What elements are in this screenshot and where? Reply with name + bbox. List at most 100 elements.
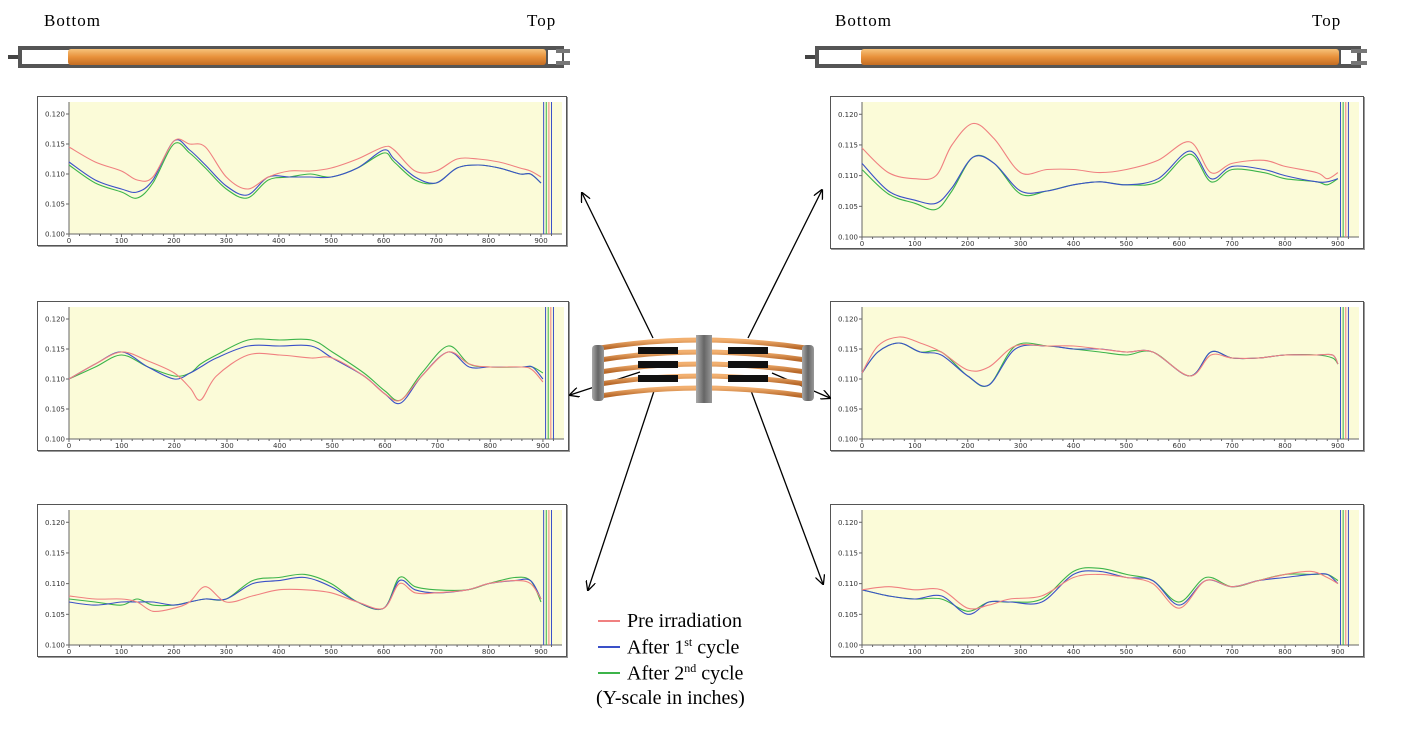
x-tick-label: 800	[484, 442, 497, 450]
y-tick-label: 0.100	[838, 436, 858, 444]
y-tick-label: 0.105	[838, 611, 858, 619]
x-tick-label: 200	[167, 237, 180, 245]
x-tick-label: 800	[1278, 442, 1291, 450]
y-tick-label: 0.115	[45, 346, 65, 354]
y-tick-label: 0.110	[45, 580, 65, 588]
x-tick-label: 500	[325, 237, 338, 245]
series-line-pre	[861, 122, 1339, 181]
x-tick-label: 800	[482, 648, 495, 656]
x-tick-label: 300	[220, 442, 233, 450]
x-tick-label: 800	[1278, 240, 1291, 248]
x-tick-label: 700	[429, 648, 442, 656]
x-tick-label: 600	[378, 442, 391, 450]
x-tick-label: 900	[1331, 240, 1344, 248]
x-tick-label: 700	[431, 442, 444, 450]
legend-swatch-cycle1	[598, 646, 620, 648]
x-tick-label: 300	[220, 648, 233, 656]
x-tick-label: 300	[1014, 442, 1027, 450]
y-tick-label: 0.120	[45, 316, 65, 324]
chart-right-bottom: 0.100 0.105 0.110 0.115 0.120 0 100 200 300 400 50…	[830, 504, 1364, 657]
legend-item-cycle1: After 1st cycle	[598, 634, 745, 660]
legend-label-cycle1: After 1st cycle	[627, 635, 740, 659]
x-tick-label: 600	[1173, 648, 1186, 656]
legend-item-cycle2: After 2nd cycle	[598, 660, 745, 686]
x-tick-label: 400	[1067, 240, 1080, 248]
x-tick-label: 500	[1120, 648, 1133, 656]
x-tick-label: 500	[325, 648, 338, 656]
series-line-pre	[68, 138, 542, 190]
x-tick-label: 500	[1120, 442, 1133, 450]
x-tick-label: 900	[534, 237, 547, 245]
y-tick-label: 0.115	[838, 346, 858, 354]
x-tick-label: 300	[1014, 648, 1027, 656]
x-tick-label: 800	[1278, 648, 1291, 656]
right-bottom-label: Bottom	[835, 11, 893, 30]
right-top-label: Top	[1312, 11, 1342, 30]
chart-left-bottom-svg: 0.100 0.105 0.110 0.115 0.120 0 100 200 300 400 50…	[45, 510, 562, 656]
y-tick-label: 0.100	[45, 436, 65, 444]
y-tick-label: 0.120	[45, 519, 65, 527]
y-tick-label: 0.110	[838, 580, 858, 588]
x-tick-label: 700	[1225, 648, 1238, 656]
y-tick-label: 0.105	[838, 406, 858, 414]
x-tick-label: 200	[167, 648, 180, 656]
x-tick-label: 500	[326, 442, 339, 450]
x-tick-label: 0	[67, 648, 71, 656]
y-tick-label: 0.115	[45, 141, 65, 149]
x-tick-label: 900	[534, 648, 547, 656]
x-tick-label: 0	[860, 442, 864, 450]
y-tick-label: 0.110	[45, 376, 65, 384]
x-tick-label: 0	[67, 237, 71, 245]
series-line-pre	[68, 580, 542, 613]
arrow-to-right-bottom	[749, 387, 823, 584]
x-tick-label: 800	[482, 237, 495, 245]
x-tick-label: 600	[1173, 240, 1186, 248]
plot-area	[862, 307, 1359, 439]
left-top-label: Top	[527, 11, 557, 30]
legend-label-pre: Pre irradiation	[627, 610, 742, 632]
plot-area	[69, 102, 562, 234]
x-tick-label: 0	[860, 240, 864, 248]
series-line-pre	[68, 351, 544, 402]
chart-left-middle-svg: 0.100 0.105 0.110 0.115 0.120 0 100 200 300 400 50…	[45, 307, 564, 450]
rod-diagram-left	[8, 42, 573, 79]
fuel-bundle-diagram	[588, 333, 818, 418]
y-tick-label: 0.115	[838, 141, 858, 149]
x-tick-label: 600	[377, 648, 390, 656]
chart-right-top: 0.100 0.105 0.110 0.115 0.120 0 100 200 300 400 50…	[830, 96, 1364, 249]
legend-label-cycle2: After 2nd cycle	[627, 661, 744, 685]
x-tick-label: 600	[1173, 442, 1186, 450]
chart-left-middle: 0.100 0.105 0.110 0.115 0.120 0 100 200 300 400 50…	[37, 301, 569, 451]
y-tick-label: 0.115	[45, 549, 65, 557]
x-tick-label: 700	[1225, 240, 1238, 248]
x-tick-label: 100	[115, 648, 128, 656]
y-tick-label: 0.110	[45, 171, 65, 179]
chart-right-middle-svg: 0.100 0.105 0.110 0.115 0.120 0 100 200 300 400 50…	[838, 307, 1359, 450]
x-tick-label: 100	[908, 648, 921, 656]
x-tick-label: 400	[1067, 648, 1080, 656]
x-tick-label: 900	[1331, 442, 1344, 450]
y-tick-label: 0.100	[838, 234, 858, 242]
rod-diagram-right	[805, 42, 1370, 79]
x-tick-label: 200	[961, 648, 974, 656]
x-tick-label: 300	[1014, 240, 1027, 248]
legend-item-pre: Pre irradiation	[598, 608, 745, 634]
x-tick-label: 0	[67, 442, 71, 450]
y-tick-label: 0.100	[838, 642, 858, 650]
series-line-cycle1	[68, 344, 544, 405]
x-tick-label: 100	[908, 442, 921, 450]
x-tick-label: 900	[536, 442, 549, 450]
x-tick-label: 200	[961, 442, 974, 450]
x-tick-label: 700	[1225, 442, 1238, 450]
chart-right-top-svg: 0.100 0.105 0.110 0.115 0.120 0 100 200 300 400 50…	[838, 102, 1359, 248]
x-tick-label: 400	[272, 648, 285, 656]
legend-swatch-pre	[598, 620, 620, 622]
x-tick-label: 400	[272, 237, 285, 245]
x-tick-label: 100	[908, 240, 921, 248]
x-tick-label: 700	[429, 237, 442, 245]
y-tick-label: 0.105	[45, 611, 65, 619]
x-tick-label: 200	[168, 442, 181, 450]
y-tick-label: 0.100	[45, 231, 65, 239]
y-tick-label: 0.110	[838, 172, 858, 180]
x-tick-label: 200	[961, 240, 974, 248]
